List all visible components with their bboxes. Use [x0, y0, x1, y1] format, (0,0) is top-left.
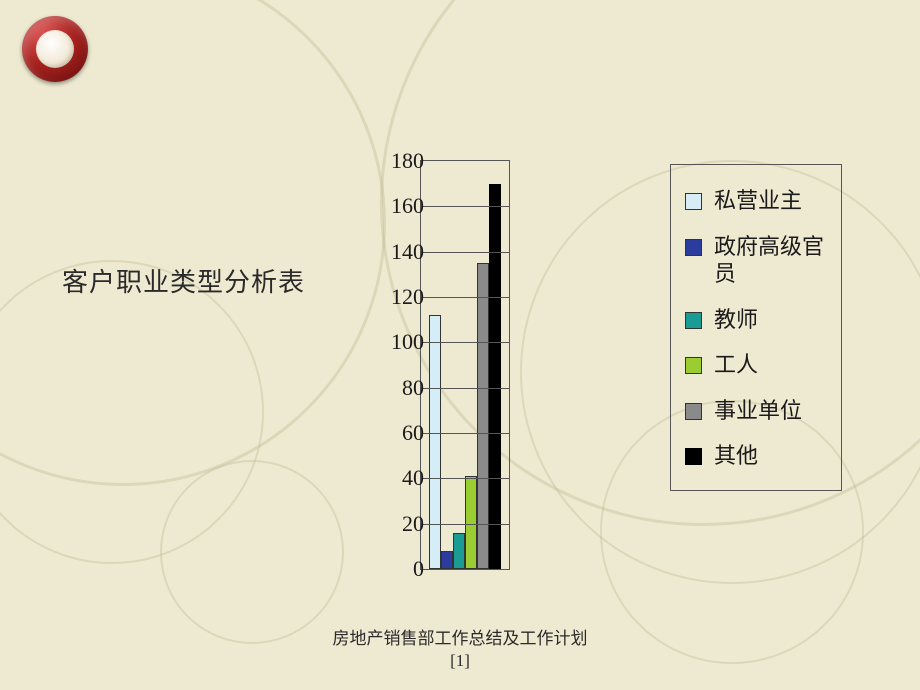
y-axis-label: 0 [364, 556, 424, 582]
logo-emblem [22, 16, 88, 82]
y-axis-label: 20 [364, 511, 424, 537]
grid-line [421, 433, 509, 434]
legend-swatch [685, 312, 702, 329]
legend-swatch [685, 448, 702, 465]
y-axis-label: 160 [364, 193, 424, 219]
legend-item: 私营业主 [685, 187, 827, 215]
legend-label: 私营业主 [714, 187, 827, 215]
grid-line [421, 524, 509, 525]
y-axis-label: 80 [364, 375, 424, 401]
legend-item: 工人 [685, 351, 827, 379]
grid-line [421, 478, 509, 479]
legend-label: 其他 [714, 442, 827, 470]
chart-bars [421, 161, 509, 569]
grid-line [421, 297, 509, 298]
slide: 客户职业类型分析表 020406080100120140160180 私营业主政… [0, 0, 920, 690]
y-axis-label: 140 [364, 239, 424, 265]
legend-swatch [685, 357, 702, 374]
legend-swatch [685, 403, 702, 420]
y-axis-label: 60 [364, 420, 424, 446]
legend-item: 政府高级官员 [685, 233, 827, 288]
grid-line [421, 388, 509, 389]
slide-footer: 房地产销售部工作总结及工作计划 [1] [0, 628, 920, 672]
legend-swatch [685, 193, 702, 210]
legend-label: 事业单位 [714, 397, 827, 425]
footer-line-2: [1] [0, 650, 920, 672]
legend-label: 政府高级官员 [714, 233, 827, 288]
legend-item: 事业单位 [685, 397, 827, 425]
legend-item: 教师 [685, 306, 827, 334]
legend-label: 工人 [714, 351, 827, 379]
y-axis-label: 100 [364, 329, 424, 355]
grid-line [421, 252, 509, 253]
footer-line-1: 房地产销售部工作总结及工作计划 [0, 628, 920, 650]
chart-plot [420, 160, 510, 570]
y-axis-label: 120 [364, 284, 424, 310]
bar-series [489, 184, 501, 569]
bar-series [465, 476, 477, 569]
chart-title: 客户职业类型分析表 [62, 262, 305, 299]
grid-line [421, 206, 509, 207]
legend-swatch [685, 239, 702, 256]
y-axis-label: 180 [364, 148, 424, 174]
bar-series [429, 315, 441, 569]
chart-legend: 私营业主政府高级官员教师工人事业单位其他 [670, 164, 842, 491]
legend-item: 其他 [685, 442, 827, 470]
bar-series [441, 551, 453, 569]
grid-line [421, 342, 509, 343]
y-axis-label: 40 [364, 465, 424, 491]
bar-series [453, 533, 465, 569]
legend-label: 教师 [714, 306, 827, 334]
chart-area: 020406080100120140160180 [368, 152, 668, 582]
